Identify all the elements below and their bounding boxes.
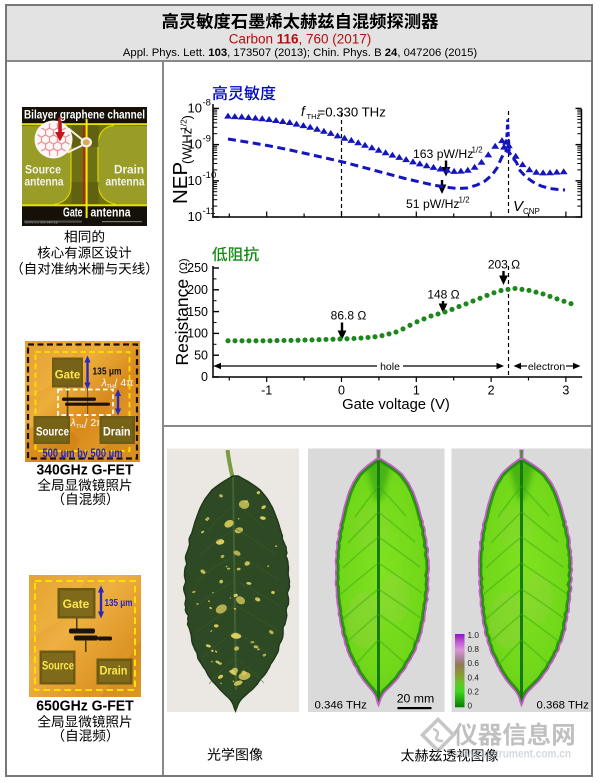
svg-text:500 μm by 500 μm: 500 μm by 500 μm (43, 446, 123, 460)
svg-text:650GHz G-FET: 650GHz G-FET (36, 699, 134, 715)
svg-text:-8: -8 (203, 97, 211, 108)
svg-text:-9: -9 (203, 134, 211, 145)
svg-text:20 mm: 20 mm (397, 692, 435, 706)
svg-text:203 Ω: 203 Ω (488, 258, 520, 272)
svg-text:200: 200 (187, 283, 208, 297)
svg-text:Gate: Gate (63, 206, 83, 220)
svg-text:f: f (301, 104, 306, 119)
svg-text:xx kV x.x mm x40 SE: xx kV x.x mm x40 SE (25, 221, 59, 225)
svg-text:Source: Source (25, 163, 61, 177)
svg-text:1.0: 1.0 (468, 631, 480, 640)
svg-text:-10: -10 (203, 170, 217, 181)
svg-text:0.346 THz: 0.346 THz (315, 700, 368, 712)
svg-text:340GHz G-FET: 340GHz G-FET (37, 463, 134, 479)
svg-text:Gate: Gate (63, 597, 90, 611)
svg-text:10: 10 (188, 100, 202, 115)
svg-text:/ 4π: / 4π (115, 377, 134, 389)
svg-text:V: V (513, 198, 525, 215)
svg-text:50: 50 (194, 348, 208, 362)
svg-text:51 pW/Hz: 51 pW/Hz (406, 197, 460, 211)
svg-text:-1: -1 (261, 384, 272, 398)
svg-text:Resistance: Resistance (172, 279, 192, 366)
svg-text:Gate: Gate (55, 370, 81, 382)
svg-text:0.6: 0.6 (468, 659, 480, 668)
svg-text:NEP: NEP (169, 162, 192, 204)
svg-text:148 Ω: 148 Ω (427, 288, 459, 302)
svg-text:Source: Source (42, 659, 74, 673)
svg-text:163 pW/Hz: 163 pW/Hz (413, 147, 473, 161)
svg-text:Drain: Drain (103, 425, 131, 439)
svg-text:0: 0 (201, 370, 208, 384)
svg-text:10: 10 (188, 137, 202, 152)
svg-text:1/2: 1/2 (472, 146, 484, 155)
svg-text:1/2: 1/2 (179, 119, 189, 131)
svg-text:/ 2π: / 2π (85, 417, 104, 429)
svg-text:): ) (180, 115, 195, 119)
svg-text:0.8: 0.8 (468, 645, 480, 654)
svg-text:86.8 Ω: 86.8 Ω (331, 309, 367, 323)
svg-text:0.368 THz: 0.368 THz (537, 700, 590, 712)
svg-text:-11: -11 (203, 206, 216, 217)
svg-text:THz: THz (107, 384, 117, 390)
svg-text:0.2: 0.2 (468, 687, 480, 696)
svg-text:CNP: CNP (523, 207, 540, 216)
svg-text:Bilayer graphene channel: Bilayer graphene channel (24, 108, 145, 122)
svg-text:135 μm: 135 μm (93, 366, 122, 378)
svg-text:10: 10 (188, 173, 202, 188)
svg-text:0.4: 0.4 (468, 673, 480, 682)
svg-text:Appl. Phys. Lett. 103, 173507: Appl. Phys. Lett. 103, 173507 (2013); Ch… (123, 47, 477, 59)
svg-text:Carbon 116, 760 (2017): Carbon 116, 760 (2017) (229, 32, 372, 47)
svg-text:antenna: antenna (91, 206, 132, 220)
svg-text:=0.330 THz: =0.330 THz (318, 105, 386, 120)
svg-text:www.instrument.com.cn: www.instrument.com.cn (454, 749, 571, 761)
svg-text:Gate voltage (V): Gate voltage (V) (342, 397, 450, 413)
svg-text:250: 250 (187, 261, 208, 275)
svg-text:THz: THz (307, 112, 321, 121)
svg-text:135 μm: 135 μm (105, 597, 133, 609)
svg-text:3: 3 (562, 384, 569, 398)
svg-text:hole: hole (380, 361, 400, 373)
svg-text:Source: Source (36, 425, 69, 439)
svg-text:100: 100 (187, 327, 208, 341)
svg-text:λ: λ (70, 417, 76, 429)
svg-text:150: 150 (187, 305, 208, 319)
svg-text:Drain: Drain (100, 664, 128, 678)
svg-text:λ: λ (101, 377, 107, 389)
svg-text:antenna: antenna (106, 175, 145, 189)
svg-text:THz: THz (76, 424, 86, 430)
svg-text:1: 1 (413, 384, 420, 398)
svg-text:0: 0 (338, 384, 345, 398)
svg-text:(Ω): (Ω) (178, 258, 190, 274)
svg-text:(W/Hz: (W/Hz (180, 128, 195, 164)
svg-text:1/2: 1/2 (459, 196, 471, 205)
svg-text:antenna: antenna (25, 175, 64, 189)
svg-text:10: 10 (188, 209, 202, 224)
svg-text:0: 0 (468, 702, 473, 711)
svg-text:Drain: Drain (114, 163, 144, 177)
svg-text:electron: electron (528, 361, 566, 373)
svg-text:2: 2 (488, 384, 495, 398)
